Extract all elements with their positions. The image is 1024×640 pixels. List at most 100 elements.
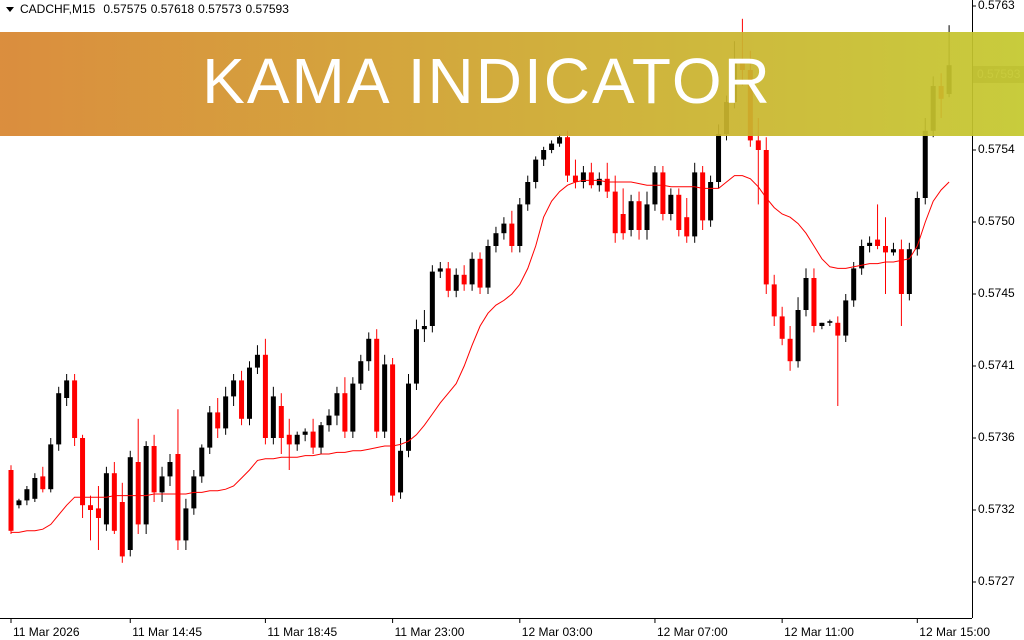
dropdown-icon: [6, 7, 14, 12]
y-tick-label: 0.5736: [978, 430, 1015, 444]
candle-body: [596, 178, 602, 186]
candle-body: [652, 172, 658, 205]
candle-body: [819, 322, 825, 326]
candle-body: [644, 204, 650, 230]
x-tick-label: 12 Mar 03:00: [522, 625, 593, 639]
candle-body: [700, 172, 706, 221]
banner: [0, 32, 1024, 136]
candle-body: [231, 380, 237, 397]
candle-body: [859, 246, 865, 269]
candle-body: [72, 380, 78, 438]
candle-body: [175, 454, 181, 541]
candle-body: [795, 310, 801, 362]
candle-body: [445, 268, 451, 291]
candle-body: [16, 500, 22, 506]
candle-body: [302, 431, 308, 435]
candle-body: [239, 380, 245, 419]
candle-body: [374, 338, 380, 432]
candle-body: [684, 217, 690, 237]
candle-body: [461, 274, 467, 285]
candle-body: [628, 201, 634, 230]
candle-body: [803, 278, 809, 310]
candle-body: [875, 239, 881, 246]
candle-body: [95, 508, 101, 518]
x-tick-label: 11 Mar 2026: [13, 625, 80, 639]
x-tick-label: 12 Mar 11:00: [784, 625, 854, 639]
x-tick-label: 11 Mar 23:00: [395, 625, 465, 639]
candle-body: [485, 246, 491, 288]
candle-body: [318, 425, 324, 448]
candle-body: [922, 130, 928, 198]
candle-body: [612, 191, 618, 234]
candle-body: [771, 284, 777, 317]
candle-body: [413, 329, 419, 384]
candle-body: [525, 182, 531, 205]
candle-body: [183, 508, 189, 541]
kama-line: [11, 175, 950, 533]
candle-body: [572, 175, 578, 182]
candle-body: [56, 393, 62, 445]
y-tick-label: 0.5754: [978, 142, 1015, 156]
candle-body: [787, 338, 793, 362]
y-tick-label: 0.5763: [978, 0, 1015, 12]
candle-body: [64, 380, 70, 398]
candle-body: [843, 300, 849, 336]
candle-body: [588, 172, 594, 186]
candle-body: [127, 457, 133, 550]
candle-body: [692, 172, 698, 237]
candle-body: [708, 182, 714, 221]
x-tick-label: 11 Mar 14:45: [132, 625, 202, 639]
candle-body: [406, 383, 411, 451]
candle-body: [453, 274, 459, 291]
candle-body: [779, 316, 785, 339]
candle-body: [143, 446, 149, 525]
candle-body: [262, 354, 268, 438]
candle-body: [883, 246, 888, 253]
candle-body: [103, 473, 109, 525]
candle-body: [890, 249, 896, 253]
y-tick-label: 0.5745: [978, 286, 1015, 300]
symbol: CADCHF,M15: [20, 2, 96, 16]
last-close: 0.57593: [246, 2, 290, 16]
candle-body: [660, 172, 666, 214]
candle-body: [151, 446, 157, 493]
candle-body: [390, 364, 396, 496]
x-tick-label: 12 Mar 15:00: [919, 625, 990, 639]
candle-body: [811, 278, 817, 326]
candle-body: [24, 489, 30, 501]
x-tick-label: 12 Mar 07:00: [657, 625, 728, 639]
header: CADCHF,M15 0.57575 0.57618 0.57573 0.57593: [20, 2, 289, 16]
candle-body: [310, 431, 316, 448]
candle-body: [763, 150, 769, 285]
candle-body: [254, 354, 260, 368]
candle-body: [358, 361, 364, 384]
candle-body: [111, 473, 117, 531]
candle-body: [48, 444, 54, 490]
y-tick-label: 0.5750: [978, 214, 1015, 228]
candle-body: [676, 194, 682, 230]
candle-body: [207, 412, 213, 448]
candle-body: [541, 150, 547, 160]
candle-body: [366, 338, 372, 362]
candle-body: [135, 462, 141, 525]
candle-body: [326, 415, 332, 426]
candle-body: [421, 326, 427, 330]
candle-body: [286, 434, 292, 445]
candle-body: [914, 198, 920, 250]
candle-body: [8, 470, 14, 531]
candle-body: [199, 447, 205, 477]
candle-body: [716, 134, 722, 182]
candle-body: [867, 242, 873, 246]
candle-body: [533, 159, 539, 182]
y-tick-label: 0.5741: [978, 358, 1015, 372]
candle-body: [119, 502, 125, 557]
candle-body: [32, 478, 38, 499]
candle-body: [636, 201, 642, 230]
candle-body: [557, 137, 563, 144]
candle-body: [278, 406, 284, 438]
candle-body: [509, 223, 515, 246]
candle-body: [80, 438, 86, 506]
last-high: 0.57618: [151, 2, 195, 16]
last-open: 0.57575: [103, 2, 147, 16]
